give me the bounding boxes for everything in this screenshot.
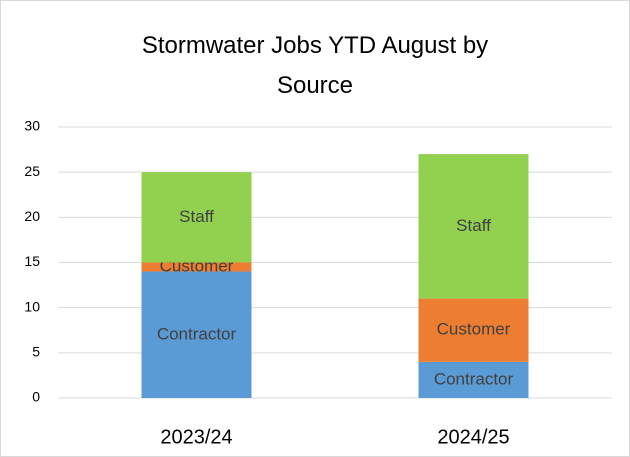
bar-segment (418, 361, 529, 398)
y-tick-label: 20 (24, 208, 40, 224)
y-tick-label: 30 (24, 118, 40, 134)
segment-label: Contractor (434, 369, 514, 388)
bar-segment (141, 172, 252, 263)
bar-segment (418, 154, 529, 299)
y-tick-label: 15 (24, 253, 40, 269)
y-tick-label: 5 (32, 344, 40, 360)
segment-label: Staff (456, 216, 491, 235)
x-tick-label: 2023/24 (160, 426, 232, 448)
y-tick-label: 0 (32, 389, 40, 405)
segment-label: Customer (437, 320, 511, 339)
chart-title: Stormwater Jobs YTD August by Source (141, 32, 489, 99)
y-tick-label: 10 (24, 298, 40, 314)
bar-segment (141, 271, 252, 398)
y-tick-label: 25 (24, 163, 40, 179)
segment-label: Staff (179, 207, 214, 226)
bar-segment (141, 262, 252, 272)
segment-label: Contractor (157, 324, 237, 343)
x-tick-label: 2024/25 (437, 426, 509, 448)
bar-segment (418, 298, 529, 362)
